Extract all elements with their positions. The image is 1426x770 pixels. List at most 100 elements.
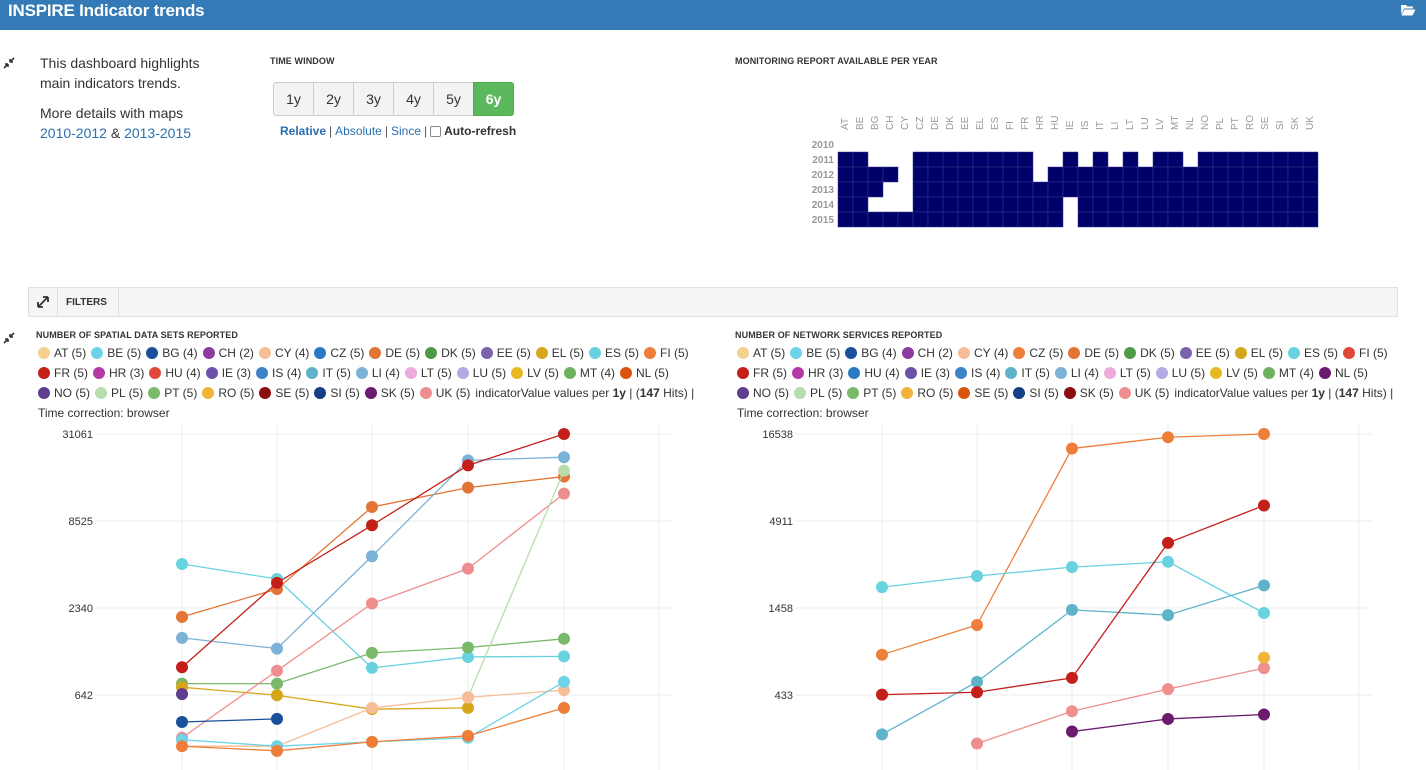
heatmap-cell[interactable] xyxy=(1167,181,1184,198)
heatmap-cell[interactable] xyxy=(1182,196,1199,213)
heatmap-cell[interactable] xyxy=(1212,196,1229,213)
heatmap-cell[interactable] xyxy=(942,196,959,213)
legend-item[interactable]: AT (5) xyxy=(737,343,785,363)
heatmap-cell[interactable] xyxy=(1017,196,1034,213)
data-point[interactable] xyxy=(1258,499,1270,512)
data-point[interactable] xyxy=(1066,603,1078,616)
legend-item[interactable]: LU (5) xyxy=(1155,363,1205,383)
heatmap-cell[interactable] xyxy=(1122,166,1139,183)
legend-item[interactable]: CZ (5) xyxy=(314,343,364,363)
legend-item[interactable]: IE (3) xyxy=(205,363,251,383)
heatmap-cell[interactable] xyxy=(867,166,884,183)
time-5y-button[interactable]: 5y xyxy=(433,82,474,116)
heatmap-cell[interactable] xyxy=(1092,196,1109,213)
heatmap-cell[interactable] xyxy=(942,151,959,168)
data-point[interactable] xyxy=(1258,662,1270,675)
data-point[interactable] xyxy=(271,576,283,589)
folder-open-icon[interactable] xyxy=(1400,3,1416,17)
legend-item[interactable]: FR (5) xyxy=(737,363,787,383)
heatmap-cell[interactable] xyxy=(1002,166,1019,183)
heatmap-cell[interactable] xyxy=(927,196,944,213)
data-point[interactable] xyxy=(876,688,888,701)
heatmap-cell[interactable] xyxy=(1092,151,1109,168)
heatmap-cell[interactable] xyxy=(867,181,884,198)
legend-item[interactable]: PL (5) xyxy=(95,383,143,403)
data-point[interactable] xyxy=(1066,561,1078,574)
heatmap-cell[interactable] xyxy=(972,181,989,198)
heatmap-cell[interactable] xyxy=(837,181,854,198)
heatmap-cell[interactable] xyxy=(957,181,974,198)
legend-item[interactable]: DE (5) xyxy=(369,343,420,363)
heatmap-cell[interactable] xyxy=(1062,166,1079,183)
heatmap-cell[interactable] xyxy=(1197,151,1214,168)
heatmap-cell[interactable] xyxy=(882,166,899,183)
data-point[interactable] xyxy=(176,610,188,623)
heatmap-cell[interactable] xyxy=(972,196,989,213)
legend-item[interactable]: FI (5) xyxy=(1343,343,1388,363)
data-point[interactable] xyxy=(558,650,570,663)
heatmap-cell[interactable] xyxy=(1047,196,1064,213)
link-2013-2015[interactable]: 2013-2015 xyxy=(124,125,192,141)
legend-item[interactable]: UK (5) xyxy=(419,383,470,403)
heatmap-cell[interactable] xyxy=(1242,166,1259,183)
heatmap-cell[interactable] xyxy=(1257,151,1274,168)
data-point[interactable] xyxy=(271,744,283,757)
heatmap-cell[interactable] xyxy=(1092,166,1109,183)
data-point[interactable] xyxy=(366,646,378,659)
legend-item[interactable]: IT (5) xyxy=(306,363,351,383)
heatmap-cell[interactable] xyxy=(1122,196,1139,213)
heatmap-cell[interactable] xyxy=(987,181,1004,198)
heatmap-cell[interactable] xyxy=(1092,181,1109,198)
legend-item[interactable]: EE (5) xyxy=(480,343,531,363)
data-point[interactable] xyxy=(176,715,188,728)
data-point[interactable] xyxy=(558,684,570,697)
legend-item[interactable]: SI (5) xyxy=(314,383,360,403)
legend-item[interactable]: IS (4) xyxy=(955,363,1000,383)
legend-item[interactable]: IE (3) xyxy=(904,363,950,383)
heatmap-cell[interactable] xyxy=(867,211,884,228)
data-point[interactable] xyxy=(366,519,378,532)
heatmap-cell[interactable] xyxy=(1137,166,1154,183)
heatmap-cell[interactable] xyxy=(1032,181,1049,198)
heatmap-cell[interactable] xyxy=(1242,181,1259,198)
heatmap-cell[interactable] xyxy=(1227,166,1244,183)
since-link[interactable]: Since xyxy=(390,124,422,138)
legend-item[interactable]: IS (4) xyxy=(256,363,301,383)
data-point[interactable] xyxy=(1162,609,1174,622)
legend-item[interactable]: FR (5) xyxy=(38,363,88,383)
data-point[interactable] xyxy=(558,451,570,464)
data-point[interactable] xyxy=(1258,606,1270,619)
legend-item[interactable]: MT (4) xyxy=(1262,363,1314,383)
heatmap-cell[interactable] xyxy=(1302,196,1319,213)
data-point[interactable] xyxy=(1258,579,1270,592)
data-point[interactable] xyxy=(366,661,378,674)
heatmap-cell[interactable] xyxy=(927,211,944,228)
heatmap-cell[interactable] xyxy=(1272,166,1289,183)
heatmap-cell[interactable] xyxy=(972,166,989,183)
data-point[interactable] xyxy=(1162,536,1174,549)
heatmap-cell[interactable] xyxy=(1287,211,1304,228)
data-point[interactable] xyxy=(366,500,378,513)
data-point[interactable] xyxy=(366,735,378,748)
legend-item[interactable]: BG (4) xyxy=(146,343,198,363)
heatmap-cell[interactable] xyxy=(1257,196,1274,213)
data-point[interactable] xyxy=(876,728,888,741)
legend-item[interactable]: SE (5) xyxy=(958,383,1008,403)
data-point[interactable] xyxy=(366,550,378,563)
heatmap-cell[interactable] xyxy=(852,166,869,183)
heatmap-cell[interactable] xyxy=(1152,166,1169,183)
heatmap-cell[interactable] xyxy=(1017,181,1034,198)
data-point[interactable] xyxy=(971,569,983,582)
legend-item[interactable]: LI (4) xyxy=(355,363,400,383)
heatmap-cell[interactable] xyxy=(1017,166,1034,183)
heatmap-cell[interactable] xyxy=(1167,166,1184,183)
heatmap-cell[interactable] xyxy=(1197,196,1214,213)
heatmap-cell[interactable] xyxy=(1167,196,1184,213)
heatmap-cell[interactable] xyxy=(1152,211,1169,228)
auto-refresh-checkbox[interactable] xyxy=(430,125,442,137)
legend-item[interactable]: DK (5) xyxy=(1124,343,1175,363)
heatmap-cell[interactable] xyxy=(912,151,929,168)
time-1y-button[interactable]: 1y xyxy=(273,82,314,116)
data-point[interactable] xyxy=(462,729,474,742)
heatmap-cell[interactable] xyxy=(1272,181,1289,198)
